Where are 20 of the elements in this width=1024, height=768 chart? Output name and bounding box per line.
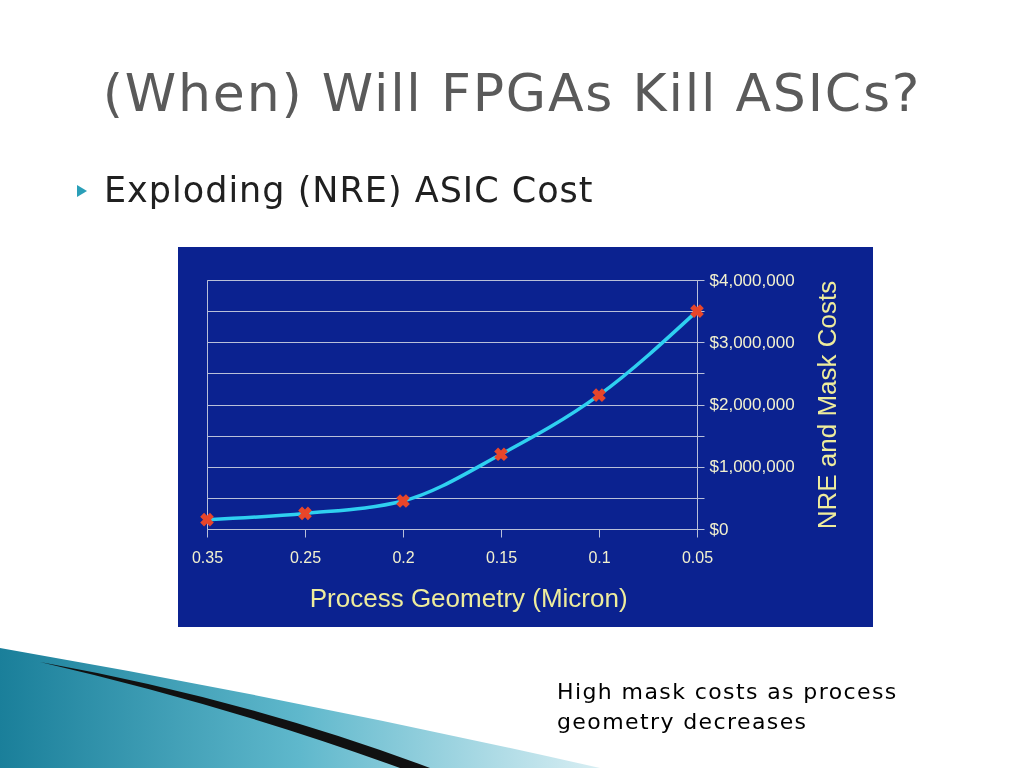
point — [592, 388, 606, 402]
point — [200, 512, 214, 527]
x-tick-label: 0.25 — [289, 548, 322, 566]
x-axis-title: Process Geometry (Micron) — [309, 582, 628, 613]
x-tick-label: 0.05 — [681, 548, 714, 566]
x-tick-label: 0.35 — [191, 548, 224, 566]
y-tick-label: $1,000,000 — [709, 457, 795, 477]
point — [494, 447, 508, 462]
y-tick-label: $3,000,000 — [709, 332, 795, 352]
chart-subtitle: Exploding (NRE) ASIC Cost — [104, 169, 594, 212]
x-tick-label: 0.1 — [588, 548, 611, 566]
y-tick-label: $2,000,000 — [709, 395, 795, 414]
y-tick-label: $0 — [709, 519, 729, 539]
y-tick-label: $4,000,000 — [709, 270, 795, 290]
point — [298, 506, 312, 521]
y-axis-title: NRE and Mask Costs — [811, 280, 842, 530]
text: High mask costs as process geometry decreases — [557, 678, 899, 736]
x-tick-label: 0.2 — [392, 548, 415, 566]
x-tick-label: 0.15 — [485, 548, 518, 566]
chart-title: (When) Will FPGAs Kill ASICs? — [101, 62, 923, 125]
